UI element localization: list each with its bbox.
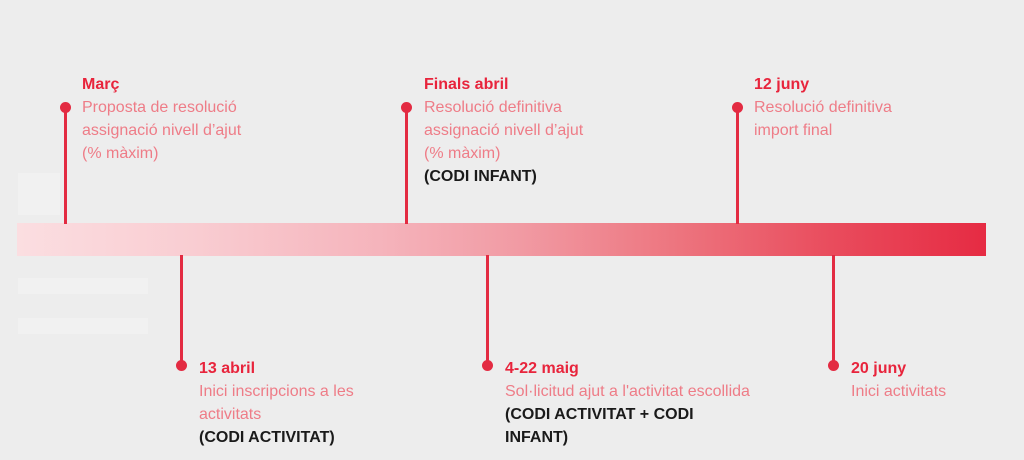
event-title: Finals abril xyxy=(424,76,509,93)
connector-line-13-abril xyxy=(180,255,183,365)
connector-line-12-juny xyxy=(736,112,739,224)
timeline-event-finals-abril: Finals abril Resolució definitiva assign… xyxy=(424,74,583,188)
event-code: (CODI ACTIVITAT) xyxy=(199,429,335,446)
background-artifact xyxy=(18,173,60,215)
event-code: (CODI ACTIVITAT + CODI INFANT) xyxy=(505,406,694,446)
event-title: 12 juny xyxy=(754,76,810,93)
connector-dot-20-juny xyxy=(828,360,839,371)
event-line: assignació nivell d’ajut xyxy=(424,122,584,139)
connector-dot-12-juny xyxy=(732,102,743,113)
connector-line-marc xyxy=(64,112,67,224)
event-line: Inici inscripcions a les xyxy=(199,383,354,400)
event-line: Resolució definitiva xyxy=(754,99,892,116)
event-line: (% màxim) xyxy=(82,145,159,162)
event-title: 20 juny xyxy=(851,360,907,377)
event-title: 4-22 maig xyxy=(505,360,579,377)
connector-dot-finals-abril xyxy=(401,102,412,113)
event-line: Inici activitats xyxy=(851,383,947,400)
timeline-event-12-juny: 12 juny Resolució definitiva import fina… xyxy=(754,74,892,142)
timeline-event-13-abril: 13 abril Inici inscripcions a les activi… xyxy=(199,358,354,449)
connector-dot-4-22-maig xyxy=(482,360,493,371)
timeline-event-marc: Març Proposta de resolució assignació ni… xyxy=(82,74,241,165)
timeline-gradient-bar xyxy=(17,223,986,256)
event-line: import final xyxy=(754,122,833,139)
event-line: (% màxim) xyxy=(424,145,501,162)
connector-dot-13-abril xyxy=(176,360,187,371)
event-title: 13 abril xyxy=(199,360,256,377)
connector-line-finals-abril xyxy=(405,112,408,224)
event-title: Març xyxy=(82,76,120,93)
event-line: Proposta de resolució xyxy=(82,99,237,116)
connector-dot-marc xyxy=(60,102,71,113)
event-line: Sol·licitud ajut a l'activitat escollida xyxy=(505,383,750,400)
background-artifact xyxy=(18,278,148,294)
timeline-event-4-22-maig: 4-22 maig Sol·licitud ajut a l'activitat… xyxy=(505,358,750,449)
event-code: (CODI INFANT) xyxy=(424,168,537,185)
connector-line-20-juny xyxy=(832,255,835,365)
event-line: Resolució definitiva xyxy=(424,99,562,116)
background-artifact xyxy=(18,318,148,334)
event-line: assignació nivell d’ajut xyxy=(82,122,242,139)
timeline-event-20-juny: 20 juny Inici activitats xyxy=(851,358,946,403)
event-line: activitats xyxy=(199,406,262,423)
connector-line-4-22-maig xyxy=(486,255,489,365)
